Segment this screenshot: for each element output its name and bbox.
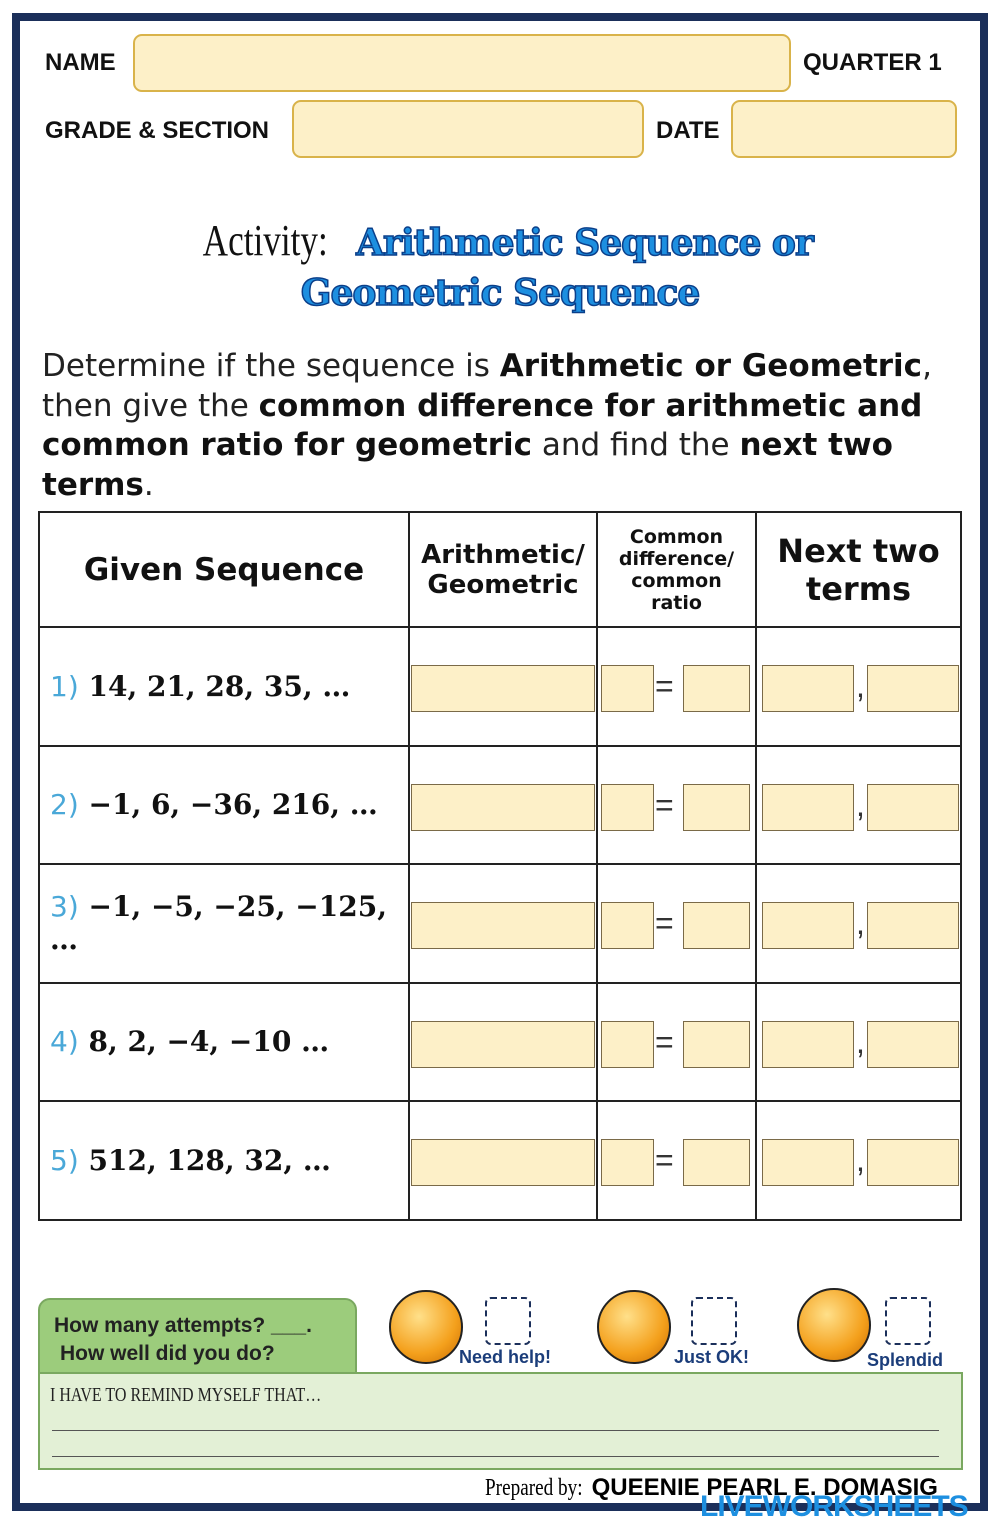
common-value-input[interactable]: [683, 783, 750, 831]
common-label-input[interactable]: [601, 1020, 654, 1068]
next-term-1-input[interactable]: [762, 1139, 854, 1186]
common-cell: =: [596, 1100, 757, 1221]
common-label-input[interactable]: [601, 902, 654, 949]
next-term-2-input[interactable]: [867, 902, 959, 949]
crying-face-icon: [389, 1290, 463, 1364]
common-cell: =: [596, 744, 757, 865]
next-term-1-input[interactable]: [762, 783, 854, 831]
given-sequence: 5) 512, 128, 32, …: [38, 1100, 410, 1221]
attempts-text: How many attempts? ___.: [54, 1314, 312, 1337]
quarter-label: QUARTER 1: [803, 49, 942, 76]
smiley-face-icon: [597, 1290, 671, 1364]
type-cell: [408, 863, 598, 984]
type-input[interactable]: [411, 665, 595, 712]
table-row: 1) 14, 21, 28, 35, … = ,: [38, 626, 962, 747]
name-field[interactable]: [133, 34, 791, 92]
just-ok-label: Just OK!: [674, 1347, 750, 1367]
comma: ,: [856, 668, 865, 704]
writing-line: [52, 1430, 939, 1431]
comma: ,: [856, 1142, 865, 1178]
comma: ,: [856, 1023, 865, 1060]
reminder-box[interactable]: I HAVE TO REMIND MYSELF THAT…: [38, 1372, 963, 1470]
next-terms-cell: ,: [755, 744, 962, 865]
writing-line: [52, 1456, 939, 1457]
given-sequence: 1) 14, 21, 28, 35, …: [38, 626, 410, 747]
next-term-1-input[interactable]: [762, 902, 854, 949]
need-help-checkbox[interactable]: [485, 1297, 531, 1345]
common-cell: =: [596, 863, 757, 984]
common-label-input[interactable]: [601, 665, 654, 712]
grade-section-label: GRADE & SECTION: [45, 117, 270, 144]
comma: ,: [856, 786, 865, 823]
equals-sign: =: [655, 1023, 674, 1060]
given-sequence: 4) 8, 2, −4, −10 …: [38, 981, 410, 1102]
table-row: 4) 8, 2, −4, −10 … = ,: [38, 981, 962, 1102]
type-cell: [408, 1100, 598, 1221]
title-text-2: Geometric Sequence: [300, 271, 701, 315]
common-label-input[interactable]: [601, 1139, 654, 1186]
equals-sign: =: [655, 668, 674, 704]
next-term-1-input[interactable]: [762, 665, 854, 712]
type-input[interactable]: [411, 902, 595, 949]
type-cell: [408, 744, 598, 865]
next-term-2-input[interactable]: [867, 783, 959, 831]
common-value-input[interactable]: [683, 665, 750, 712]
type-cell: [408, 981, 598, 1102]
date-field[interactable]: [731, 100, 957, 158]
type-input[interactable]: [411, 783, 595, 831]
common-value-input[interactable]: [683, 1020, 750, 1068]
equals-sign: =: [655, 1142, 674, 1178]
next-terms-cell: ,: [755, 626, 962, 747]
splendid-checkbox[interactable]: [885, 1297, 931, 1345]
reminder-prompt: I HAVE TO REMIND MYSELF THAT…: [50, 1384, 322, 1406]
comma: ,: [856, 905, 865, 941]
equals-sign: =: [655, 786, 674, 823]
self-assessment-box: How many attempts? ___. How well did you…: [38, 1298, 357, 1374]
splendid-label: Splendid: [867, 1350, 943, 1370]
given-sequence: 3) −1, −5, −25, −125, …: [38, 863, 410, 984]
next-term-2-input[interactable]: [867, 665, 959, 712]
just-ok-checkbox[interactable]: [691, 1297, 737, 1345]
common-value-input[interactable]: [683, 902, 750, 949]
next-term-2-input[interactable]: [867, 1020, 959, 1068]
activity-title-line2: Geometric Sequence: [0, 271, 1000, 315]
table-row: 2) −1, 6, −36, 216, … = ,: [38, 744, 962, 865]
activity-title-line1: Activity: Arithmetic Sequence or: [0, 215, 1000, 266]
instructions: Determine if the sequence is Arithmetic …: [42, 348, 932, 503]
title-text-1: Arithmetic Sequence or: [355, 221, 814, 265]
need-help-label: Need help!: [459, 1347, 552, 1367]
header-next-terms: Next two terms: [755, 511, 962, 628]
equals-sign: =: [655, 905, 674, 941]
common-cell: =: [596, 626, 757, 747]
next-term-1-input[interactable]: [762, 1020, 854, 1068]
type-input[interactable]: [411, 1139, 595, 1186]
given-sequence: 2) −1, 6, −36, 216, …: [38, 744, 410, 865]
header-type: Arithmetic/ Geometric: [408, 511, 598, 628]
next-term-2-input[interactable]: [867, 1139, 959, 1186]
common-label-input[interactable]: [601, 783, 654, 831]
common-cell: =: [596, 981, 757, 1102]
header-given-sequence: Given Sequence: [38, 511, 410, 628]
next-terms-cell: ,: [755, 863, 962, 984]
next-terms-cell: ,: [755, 1100, 962, 1221]
table-row: 5) 512, 128, 32, … = ,: [38, 1100, 962, 1221]
grinning-face-icon: [797, 1288, 871, 1362]
prepared-by: Prepared by: QUEENIE PEARL E. DOMASIG: [485, 1474, 938, 1501]
date-label: DATE: [656, 117, 720, 144]
common-value-input[interactable]: [683, 1139, 750, 1186]
table-row: 3) −1, −5, −25, −125, … = ,: [38, 863, 962, 984]
next-terms-cell: ,: [755, 981, 962, 1102]
activity-prefix: Activity:: [202, 216, 328, 265]
type-cell: [408, 626, 598, 747]
liveworksheets-watermark: LIVEWORKSHEETS: [700, 1490, 969, 1523]
name-label: NAME: [45, 49, 116, 76]
grade-section-field[interactable]: [292, 100, 644, 158]
sequence-table: Given Sequence Arithmetic/ Geometric Com…: [38, 511, 962, 1221]
page-frame: [12, 13, 988, 1511]
header-common: Common difference/ common ratio: [596, 511, 757, 628]
type-input[interactable]: [411, 1020, 595, 1068]
how-well-text: How well did you do?: [60, 1342, 275, 1365]
table-header: Given Sequence Arithmetic/ Geometric Com…: [38, 511, 962, 628]
